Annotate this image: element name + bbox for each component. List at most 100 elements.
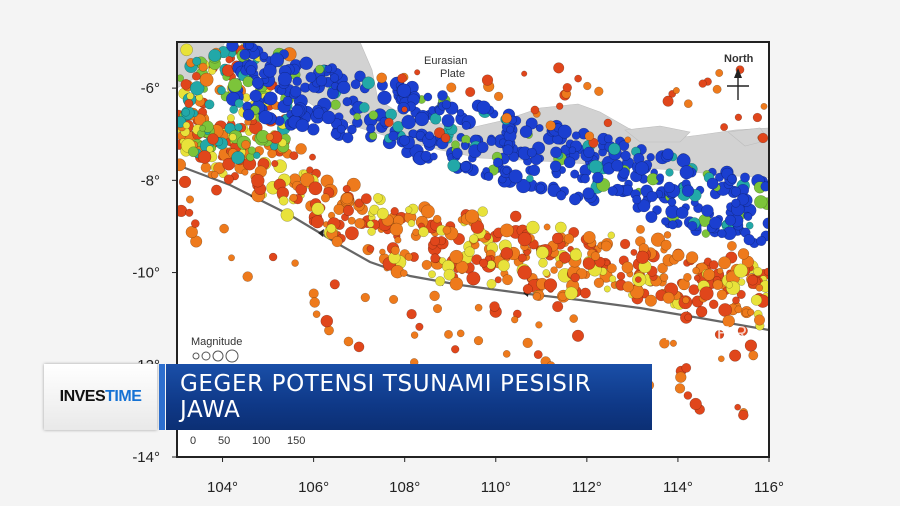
epicenter-dot bbox=[484, 233, 491, 240]
epicenter-dot bbox=[661, 217, 669, 225]
epicenter-dot bbox=[345, 227, 358, 240]
epicenter-dot bbox=[402, 107, 408, 113]
epicenter-dot bbox=[675, 372, 686, 383]
epicenter-dot bbox=[531, 106, 539, 114]
epicenter-dot bbox=[411, 332, 418, 339]
epicenter-dot bbox=[451, 141, 459, 149]
epicenter-dot bbox=[604, 135, 612, 143]
epicenter-dot bbox=[199, 125, 205, 131]
epicenter-dot bbox=[716, 69, 723, 76]
epicenter-dot bbox=[539, 258, 548, 267]
epicenter-dot bbox=[612, 160, 624, 172]
epicenter-dot bbox=[306, 72, 316, 82]
epicenter-dot bbox=[709, 260, 718, 269]
epicenter-dot bbox=[583, 188, 595, 200]
epicenter-dot bbox=[682, 297, 689, 304]
epicenter-dot bbox=[682, 363, 691, 372]
epicenter-dot bbox=[227, 114, 234, 121]
epicenter-dot bbox=[391, 207, 399, 215]
epicenter-dot bbox=[663, 96, 674, 107]
epicenter-dot bbox=[343, 97, 352, 106]
epicenter-dot bbox=[402, 115, 416, 129]
epicenter-dot bbox=[570, 249, 582, 261]
epicenter-dot bbox=[477, 101, 491, 115]
x-tick-label: 116° bbox=[754, 479, 784, 496]
x-tick-label: 106° bbox=[298, 479, 329, 496]
headline-text: GEGER POTENSI TSUNAMI PESISIR JAWA bbox=[180, 371, 652, 423]
epicenter-dot bbox=[421, 151, 431, 161]
epicenter-dot bbox=[343, 133, 354, 144]
epicenter-dot bbox=[668, 220, 677, 229]
epicenter-dot bbox=[405, 207, 412, 214]
epicenter-dot bbox=[228, 78, 242, 92]
epicenter-dot bbox=[748, 275, 758, 285]
epicenter-dot bbox=[467, 272, 481, 286]
epicenter-dot bbox=[700, 287, 714, 301]
epicenter-dot bbox=[235, 124, 243, 132]
x-tick-label: 104° bbox=[207, 479, 238, 496]
epicenter-dot bbox=[526, 221, 539, 234]
epicenter-dot bbox=[666, 169, 674, 177]
epicenter-dot bbox=[253, 152, 260, 159]
epicenter-dot bbox=[377, 73, 387, 83]
y-tick-label: -6° bbox=[141, 80, 160, 97]
epicenter-dot bbox=[211, 171, 218, 178]
epicenter-dot bbox=[475, 304, 482, 311]
epicenter-dot bbox=[207, 134, 218, 145]
epicenter-dot bbox=[660, 273, 668, 281]
epicenter-dot bbox=[552, 233, 563, 244]
epicenter-dot bbox=[308, 123, 320, 135]
epicenter-dot bbox=[450, 277, 463, 290]
epicenter-dot bbox=[555, 222, 566, 233]
epicenter-dot bbox=[677, 154, 691, 168]
epicenter-dot bbox=[405, 253, 413, 261]
epicenter-dot bbox=[437, 90, 447, 100]
headline-banner: GEGER POTENSI TSUNAMI PESISIR JAWA bbox=[166, 364, 652, 430]
svg-text:North: North bbox=[724, 53, 754, 65]
epicenter-dot bbox=[327, 224, 336, 233]
epicenter-dot bbox=[758, 133, 768, 143]
epicenter-dot bbox=[250, 90, 262, 102]
epicenter-dot bbox=[343, 185, 350, 192]
epicenter-dot bbox=[260, 52, 268, 60]
epicenter-dot bbox=[484, 172, 493, 181]
epicenter-dot bbox=[385, 118, 394, 127]
epicenter-dot bbox=[296, 119, 309, 132]
epicenter-dot bbox=[501, 247, 513, 259]
epicenter-dot bbox=[251, 174, 264, 187]
epicenter-dot bbox=[395, 237, 402, 244]
epicenter-dot bbox=[581, 174, 590, 183]
epicenter-dot bbox=[636, 225, 644, 233]
epicenter-dot bbox=[433, 304, 442, 313]
epicenter-dot bbox=[555, 261, 563, 269]
epicenter-dot bbox=[529, 165, 540, 176]
epicenter-dot bbox=[584, 147, 595, 158]
epicenter-dot bbox=[726, 282, 733, 289]
epicenter-dot bbox=[533, 292, 541, 300]
epicenter-dot bbox=[601, 241, 611, 251]
epicenter-dot bbox=[447, 83, 457, 93]
epicenter-dot bbox=[487, 279, 496, 288]
epicenter-dot bbox=[272, 160, 279, 167]
epicenter-dot bbox=[738, 410, 748, 420]
epicenter-dot bbox=[572, 132, 580, 140]
epicenter-dot bbox=[591, 252, 600, 261]
epicenter-dot bbox=[684, 392, 692, 400]
x-tick-label: 112° bbox=[572, 479, 602, 496]
epicenter-dot bbox=[430, 153, 437, 160]
epicenter-dot bbox=[469, 235, 478, 244]
epicenter-dot bbox=[482, 75, 493, 86]
epicenter-dot bbox=[373, 193, 382, 202]
epicenter-dot bbox=[367, 245, 374, 252]
epicenter-dot bbox=[632, 195, 641, 204]
epicenter-dot bbox=[220, 224, 229, 233]
epicenter-dot bbox=[757, 236, 767, 246]
epicenter-dot bbox=[343, 205, 354, 216]
epicenter-dot bbox=[645, 295, 657, 307]
epicenter-dot bbox=[309, 182, 322, 195]
epicenter-dot bbox=[415, 112, 429, 126]
epicenter-dot bbox=[558, 125, 572, 139]
epicenter-dot bbox=[290, 194, 298, 202]
epicenter-dot bbox=[551, 267, 558, 274]
epicenter-dot bbox=[390, 223, 403, 236]
